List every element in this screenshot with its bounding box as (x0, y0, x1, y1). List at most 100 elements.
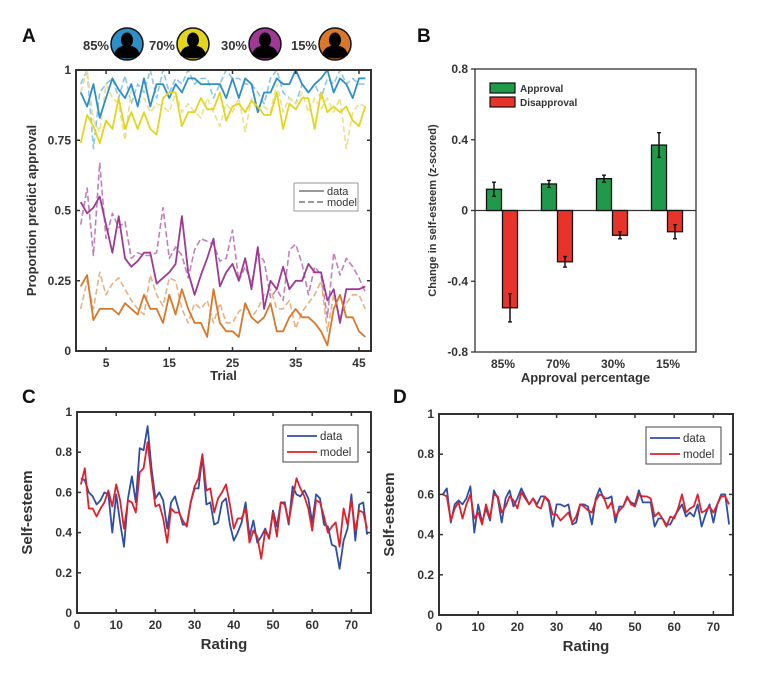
legend-box (282, 424, 359, 463)
bar-approval-30pct (595, 178, 613, 212)
y-tick-label: 0.4 (55, 526, 72, 540)
x-tick-label: 30 (188, 618, 202, 632)
axes-box (76, 411, 372, 614)
x-tick-label: 25 (226, 356, 240, 370)
x-tick-label: 30% (601, 357, 625, 371)
y-tick-label: 0.25 (48, 274, 72, 288)
x-tick-label: 70 (707, 620, 721, 634)
panel-label-b: B (417, 26, 431, 47)
avatar-15pct: 15% (291, 27, 352, 61)
x-tick-label: 40 (227, 618, 241, 632)
y-tick-label: 0.8 (451, 62, 468, 76)
x-tick-label: 20 (149, 618, 163, 632)
person-head-icon (329, 32, 341, 48)
legend: Approval Disapproval (489, 82, 577, 109)
legend-approval-label: Approval (520, 84, 564, 95)
x-tick-label: 15% (656, 357, 680, 371)
avatar-percentage-label: 30% (221, 38, 247, 53)
y-tick-label: 1 (64, 63, 71, 77)
series-70pct-data-line (79, 91, 367, 145)
y-axis-label: Change in self-esteem (z-scored) (427, 124, 439, 297)
x-tick-label: 10 (472, 620, 486, 634)
avatar-70pct: 70% (149, 27, 210, 61)
y-tick-label: 0.5 (54, 204, 71, 218)
legend-approval-swatch (489, 82, 516, 94)
person-head-icon (259, 32, 271, 48)
series-85pct-data-line (79, 69, 366, 119)
person-head-icon (121, 32, 133, 48)
x-tick-label: 35 (289, 356, 303, 370)
panel-label-d: D (393, 387, 407, 408)
series-70pct-model-line (79, 69, 366, 150)
legend-model-label: model (320, 447, 351, 459)
avatar-percentage-label: 70% (149, 38, 175, 53)
avatar-30pct: 30% (221, 27, 282, 61)
y-tick-label: 0.2 (55, 566, 72, 580)
legend: data model (282, 424, 359, 463)
y-tick-label: 0.4 (417, 528, 434, 542)
avatar-85pct: 85% (83, 27, 144, 61)
x-tick-label: 5 (103, 356, 110, 370)
legend-model-label: model (327, 197, 357, 209)
x-tick-label: 50 (628, 620, 642, 634)
y-tick-label: 0 (427, 608, 434, 622)
person-shoulders-icon (180, 46, 206, 59)
y-tick-label: -0.8 (447, 345, 468, 359)
panel-label-c: C (22, 387, 36, 408)
panel-d-axes: 00.20.40.60.810 10 20 30 40 50 60 70RatingSelf-… (381, 407, 734, 655)
series-30pct-model-line (79, 161, 367, 319)
x-tick-label: 0 (436, 620, 443, 634)
x-tick-label: 70 (345, 618, 359, 632)
series-model-line (80, 441, 368, 560)
series-data-line (80, 425, 368, 570)
y-tick-label: 1 (427, 407, 434, 421)
y-axis-label: Self-esteem (19, 470, 36, 554)
person-shoulders-icon (114, 46, 140, 59)
x-axis-label: Rating (563, 638, 610, 655)
y-tick-label: 0 (64, 344, 71, 358)
x-tick-label: 10 (110, 618, 124, 632)
avatar-percentage-label: 15% (291, 38, 317, 53)
y-tick-label: 0.75 (48, 133, 72, 147)
x-tick-label: 60 (306, 618, 320, 632)
y-tick-label: 0.8 (417, 447, 434, 461)
y-tick-label: 0 (461, 204, 468, 218)
x-tick-label: 0 (74, 618, 81, 632)
y-tick-label: 0.6 (55, 485, 72, 499)
x-tick-label: 50 (266, 618, 280, 632)
y-tick-label: 1 (65, 405, 72, 419)
x-tick-label: 15 (163, 356, 177, 370)
x-tick-label: 70% (546, 357, 570, 371)
panel-b-axes: -0.8 -0.4 0 0.4 0.8 85% 70% 30% 15% Approval perc… (427, 62, 697, 385)
y-axis-label: Proportion predict approval (24, 125, 39, 296)
x-tick-label: 85% (491, 357, 515, 371)
legend-disapproval-swatch (489, 96, 516, 108)
x-tick-label: 40 (589, 620, 603, 634)
y-tick-label: 0 (65, 606, 72, 620)
x-axis-label: Trial (210, 368, 237, 383)
series-model-line (442, 491, 730, 528)
y-tick-label: -0.4 (447, 274, 468, 288)
x-axis-label: Approval percentage (521, 370, 650, 385)
x-tick-label: 20 (511, 620, 525, 634)
legend-data-label: data (320, 431, 343, 443)
legend-box (645, 426, 722, 465)
y-tick-label: 0.4 (451, 133, 468, 147)
x-tick-label: 60 (668, 620, 682, 634)
legend-data-label: data (327, 186, 349, 198)
bar-disapproval-70pct (556, 209, 574, 263)
x-tick-label: 30 (550, 620, 564, 634)
avatar-percentage-label: 85% (83, 38, 109, 53)
x-tick-label: 45 (352, 356, 366, 370)
person-head-icon (187, 32, 199, 48)
panel-c-axes: 00.20.40.60.810 10 20 30 40 50 60 70RatingSelf-… (19, 405, 372, 653)
legend-model-label: model (683, 449, 714, 461)
person-shoulders-icon (322, 46, 348, 59)
y-tick-label: 0.6 (417, 487, 434, 501)
legend-disapproval-label: Disapproval (520, 98, 577, 109)
axes-box (438, 413, 734, 616)
